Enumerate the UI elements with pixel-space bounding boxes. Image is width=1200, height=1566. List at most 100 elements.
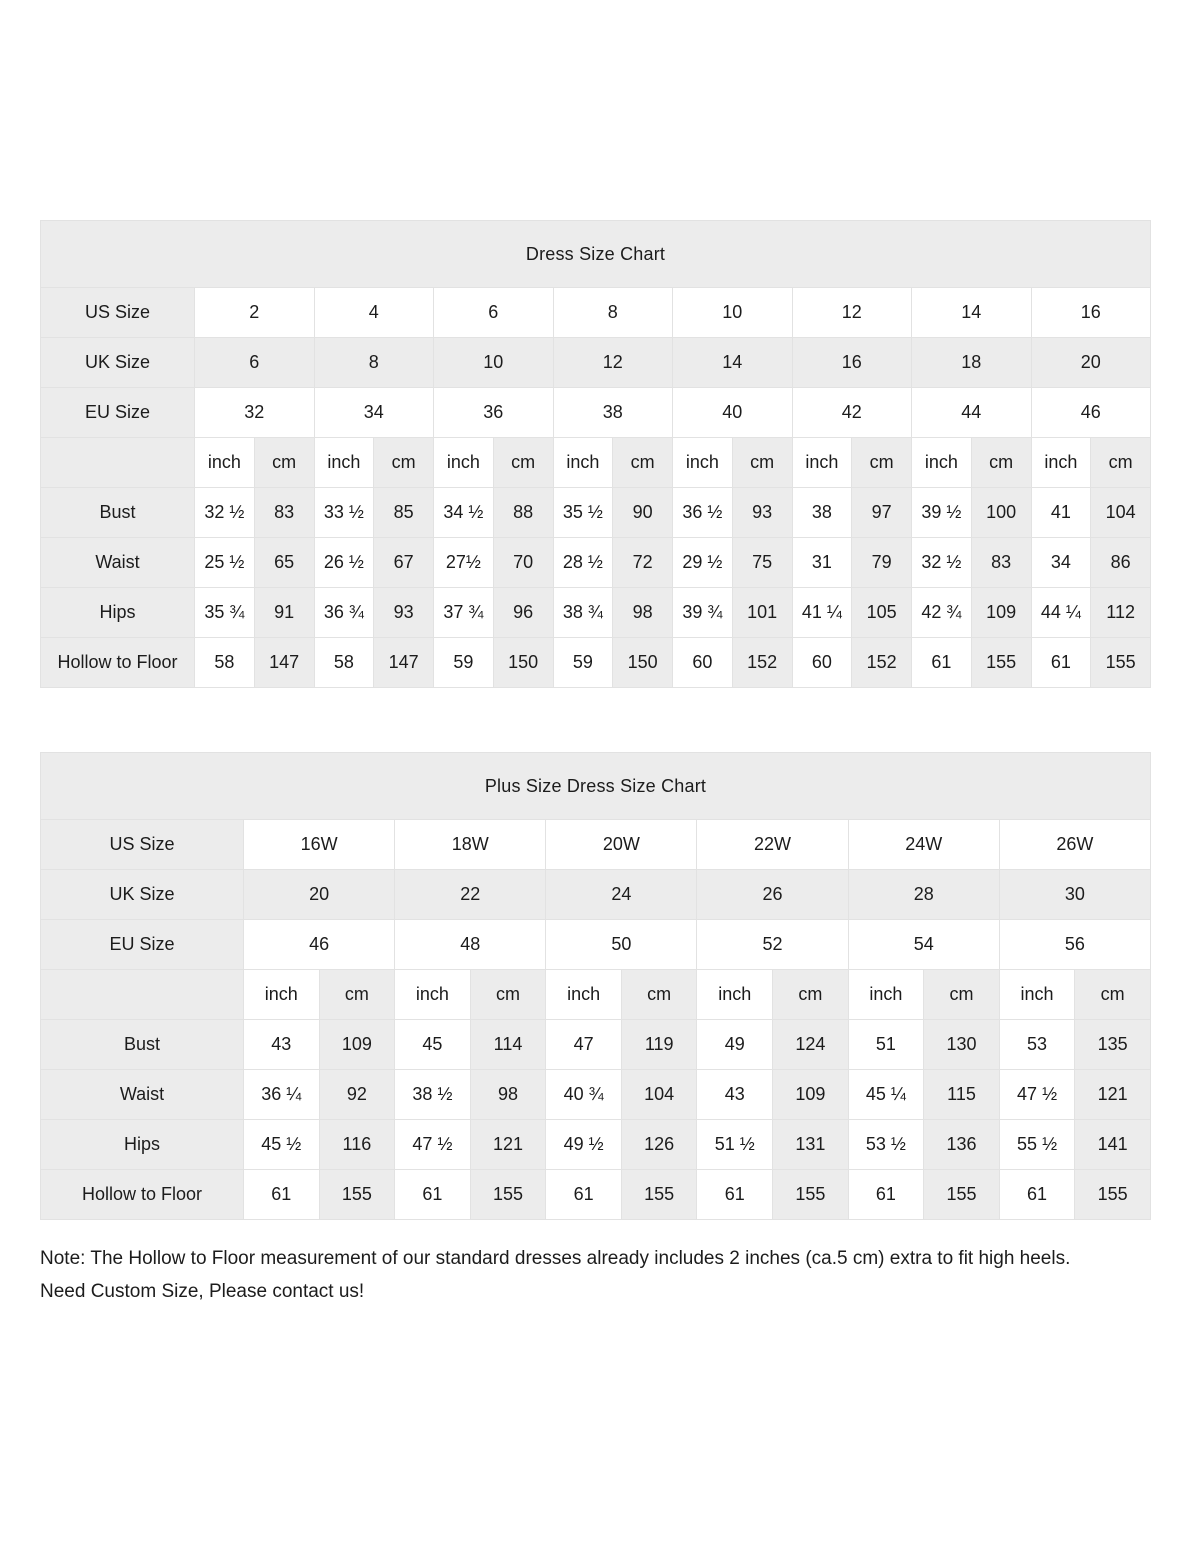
standard-unit-inch: inch: [433, 437, 494, 488]
standard-waist-cm: 86: [1090, 537, 1152, 588]
plus-eu-value: 54: [847, 919, 1000, 970]
plus-hips-cm: 136: [923, 1119, 1000, 1170]
standard-unit-cm: cm: [851, 437, 912, 488]
plus-hollow-to-floor-inch: 61: [243, 1169, 320, 1220]
plus-title-row: Plus Size Dress Size Chart: [40, 752, 1151, 820]
standard-label-bust: Bust: [40, 487, 195, 538]
note-line-1: Note: The Hollow to Floor measurement of…: [40, 1248, 1071, 1269]
standard-title-row: Dress Size Chart: [39, 220, 1152, 288]
standard-hollow-to-floor-inch: 61: [911, 637, 972, 688]
plus-bust-cm: 119: [620, 1019, 698, 1070]
plus-bust-cm: 130: [923, 1019, 1000, 1070]
standard-row-uk: UK Size 6 8 10 12 14 16 18 20: [40, 337, 1152, 388]
standard-us-value: 14: [911, 287, 1032, 338]
plus-hips-inch: 55 ½: [998, 1119, 1076, 1170]
standard-label-blank: [40, 437, 195, 488]
standard-waist-inch: 28 ½: [552, 537, 614, 588]
standard-bust-inch: 32 ½: [194, 487, 255, 538]
standard-waist-inch: 27½: [433, 537, 494, 588]
standard-bust-cm: 85: [373, 487, 434, 538]
plus-chart-title: Plus Size Dress Size Chart: [40, 752, 1151, 820]
standard-eu-value: 32: [194, 387, 315, 438]
plus-uk-value: 30: [998, 869, 1151, 920]
plus-hollow-to-floor-inch: 61: [847, 1169, 925, 1220]
standard-waist-inch: 26 ½: [313, 537, 375, 588]
plus-label-blank: [40, 969, 244, 1020]
notes-block: Note: The Hollow to Floor measurement of…: [40, 1242, 1150, 1308]
plus-hips-inch: 49 ½: [545, 1119, 622, 1170]
plus-bust-cm: 114: [469, 1019, 547, 1070]
standard-unit-cm: cm: [612, 437, 673, 488]
standard-hollow-to-floor-inch: 60: [791, 637, 853, 688]
standard-bust-inch: 39 ½: [911, 487, 972, 538]
plus-waist-cm: 121: [1074, 1069, 1151, 1120]
standard-us-value: 2: [194, 287, 315, 338]
standard-row-bust: Bust 32 ½ 83 33 ½ 85 34 ½ 88 35 ½ 90 36 ½ 93 38 97 39…: [40, 487, 1152, 538]
standard-waist-cm: 79: [851, 537, 912, 588]
standard-unit-inch: inch: [552, 437, 614, 488]
plus-label-hips: Hips: [40, 1119, 244, 1170]
standard-hips-inch: 38 ¾: [552, 587, 614, 638]
standard-eu-value: 46: [1030, 387, 1152, 438]
standard-hips-inch: 44 ¼: [1030, 587, 1092, 638]
plus-waist-cm: 109: [772, 1069, 849, 1120]
plus-row-eu: EU Size 46 48 50 52 54 56: [40, 919, 1151, 970]
standard-hips-cm: 91: [253, 587, 315, 638]
standard-bust-cm: 83: [253, 487, 315, 538]
standard-eu-value: 36: [433, 387, 554, 438]
plus-waist-cm: 104: [620, 1069, 698, 1120]
standard-eu-value: 40: [672, 387, 793, 438]
standard-waist-cm: 67: [373, 537, 434, 588]
plus-uk-value: 22: [394, 869, 547, 920]
standard-bust-cm: 97: [851, 487, 912, 538]
standard-unit-cm: cm: [373, 437, 434, 488]
standard-bust-inch: 41: [1030, 487, 1092, 538]
standard-bust-cm: 90: [612, 487, 673, 538]
plus-unit-inch: inch: [545, 969, 622, 1020]
plus-eu-value: 48: [394, 919, 547, 970]
plus-us-value: 16W: [242, 819, 396, 870]
standard-hips-inch: 35 ¾: [194, 587, 255, 638]
standard-uk-value: 12: [552, 337, 673, 388]
plus-hips-inch: 53 ½: [847, 1119, 925, 1170]
plus-bust-cm: 124: [772, 1019, 849, 1070]
standard-hollow-to-floor-cm: 150: [492, 637, 554, 688]
plus-hollow-to-floor-inch: 61: [545, 1169, 622, 1220]
standard-waist-cm: 83: [970, 537, 1032, 588]
standard-bust-cm: 100: [970, 487, 1032, 538]
plus-hollow-to-floor-cm: 155: [923, 1169, 1000, 1220]
plus-bust-inch: 53: [998, 1019, 1076, 1070]
standard-unit-cm: cm: [970, 437, 1032, 488]
standard-hollow-to-floor-cm: 155: [970, 637, 1032, 688]
standard-hollow-to-floor-cm: 147: [253, 637, 315, 688]
standard-hollow-to-floor-inch: 58: [194, 637, 255, 688]
standard-label-us: US Size: [40, 287, 195, 338]
plus-label-waist: Waist: [40, 1069, 244, 1120]
standard-hips-cm: 105: [851, 587, 912, 638]
standard-waist-inch: 29 ½: [672, 537, 733, 588]
standard-waist-cm: 75: [731, 537, 793, 588]
standard-hips-inch: 37 ¾: [433, 587, 494, 638]
standard-waist-cm: 72: [612, 537, 673, 588]
standard-row-waist: Waist 25 ½ 65 26 ½ 67 27½ 70 28 ½ 72 29 ½ 75 31 79 32…: [40, 537, 1152, 588]
plus-row-us: US Size 16W 18W 20W 22W 24W 26W: [40, 819, 1151, 870]
standard-bust-inch: 33 ½: [313, 487, 375, 538]
standard-bust-inch: 35 ½: [552, 487, 614, 538]
plus-unit-inch: inch: [847, 969, 925, 1020]
plus-unit-cm: cm: [318, 969, 396, 1020]
plus-hollow-to-floor-cm: 155: [469, 1169, 547, 1220]
standard-unit-cm: cm: [731, 437, 793, 488]
standard-row-us: US Size 2 4 6 8 10 12 14 16: [40, 287, 1152, 338]
plus-hips-cm: 131: [772, 1119, 849, 1170]
note-line-2: Need Custom Size, Please contact us!: [40, 1281, 365, 1302]
plus-us-value: 26W: [998, 819, 1151, 870]
standard-size-chart-table: Dress Size Chart US Size 2 4 6 8 10 12 14 16 UK Si…: [39, 220, 1152, 688]
standard-us-value: 4: [313, 287, 434, 338]
standard-unit-cm: cm: [1090, 437, 1152, 488]
plus-unit-cm: cm: [772, 969, 849, 1020]
plus-waist-cm: 92: [318, 1069, 396, 1120]
plus-us-value: 24W: [847, 819, 1000, 870]
standard-uk-value: 10: [433, 337, 554, 388]
plus-unit-cm: cm: [620, 969, 698, 1020]
plus-hips-inch: 47 ½: [394, 1119, 471, 1170]
